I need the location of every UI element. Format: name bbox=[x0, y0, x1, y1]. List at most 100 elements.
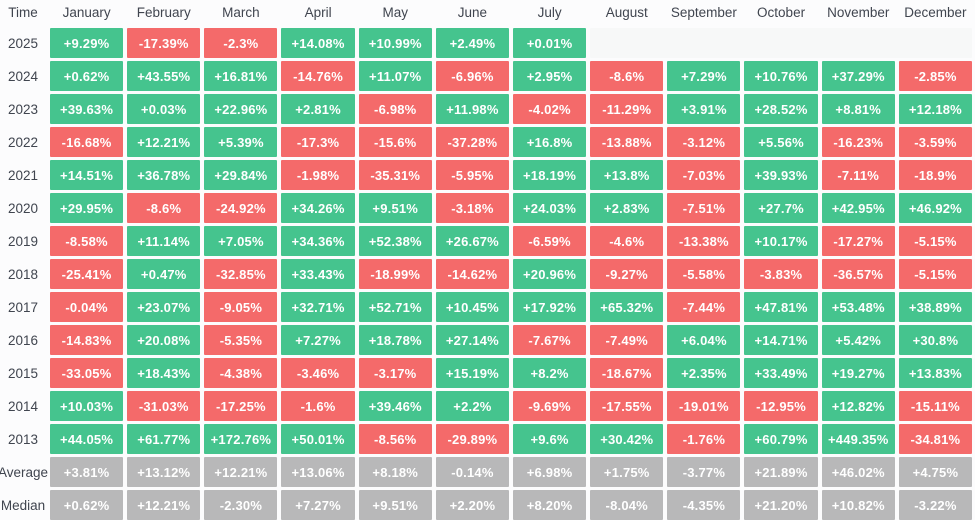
return-cell: +20.96% bbox=[512, 259, 587, 289]
return-cell: +10.45% bbox=[435, 292, 509, 322]
return-cell: +5.56% bbox=[744, 127, 818, 157]
return-cell: +60.79% bbox=[744, 424, 818, 454]
return-cell: -8.6% bbox=[590, 61, 664, 91]
return-cell: +28.52% bbox=[744, 94, 818, 124]
return-cell: +52.38% bbox=[358, 226, 432, 256]
return-cell: -7.49% bbox=[590, 325, 664, 355]
return-cell: -8.58% bbox=[50, 226, 124, 256]
row-label-2024: 2024 bbox=[7, 68, 39, 84]
no-data-cell bbox=[590, 28, 972, 58]
row-label-2018: 2018 bbox=[7, 266, 39, 282]
return-cell: -18.67% bbox=[590, 358, 664, 388]
return-cell: +10.17% bbox=[744, 226, 818, 256]
return-cell: -1.98% bbox=[281, 160, 355, 190]
return-cell: -3.83% bbox=[744, 259, 818, 289]
row-label-2021: 2021 bbox=[7, 167, 39, 183]
return-cell: +50.01% bbox=[281, 424, 355, 454]
return-cell: +43.55% bbox=[127, 61, 201, 91]
return-cell: -16.23% bbox=[821, 127, 895, 157]
return-cell: -9.69% bbox=[512, 391, 587, 421]
time-column-header: Time bbox=[8, 5, 38, 20]
return-cell: +30.8% bbox=[898, 325, 972, 355]
column-header-may: May bbox=[382, 5, 408, 20]
return-cell: -17.55% bbox=[590, 391, 664, 421]
return-cell: +18.19% bbox=[512, 160, 587, 190]
return-cell: +26.67% bbox=[435, 226, 509, 256]
return-cell: -3.18% bbox=[435, 193, 509, 223]
return-cell: +38.89% bbox=[898, 292, 972, 322]
column-header-october: October bbox=[757, 5, 806, 20]
return-cell: -17.25% bbox=[204, 391, 278, 421]
return-cell: +14.51% bbox=[50, 160, 124, 190]
return-cell: +18.78% bbox=[358, 325, 432, 355]
return-cell: +0.62% bbox=[50, 61, 124, 91]
return-cell: +23.07% bbox=[127, 292, 201, 322]
return-cell: -18.9% bbox=[898, 160, 972, 190]
return-cell: -37.28% bbox=[435, 127, 509, 157]
return-cell: +2.83% bbox=[590, 193, 664, 223]
return-cell: +16.8% bbox=[512, 127, 587, 157]
return-cell: +2.81% bbox=[281, 94, 355, 124]
return-cell: +32.71% bbox=[281, 292, 355, 322]
return-cell: -1.76% bbox=[667, 424, 741, 454]
return-cell: +44.05% bbox=[50, 424, 124, 454]
return-cell: -5.95% bbox=[435, 160, 509, 190]
return-cell: +7.27% bbox=[281, 325, 355, 355]
return-cell: +29.84% bbox=[204, 160, 278, 190]
return-cell: +0.47% bbox=[127, 259, 201, 289]
return-cell: -2.85% bbox=[898, 61, 972, 91]
return-cell: -19.01% bbox=[667, 391, 741, 421]
return-cell: +7.05% bbox=[204, 226, 278, 256]
return-cell: +9.29% bbox=[50, 28, 124, 58]
return-cell: +9.6% bbox=[512, 424, 587, 454]
row-label-2025: 2025 bbox=[7, 35, 39, 51]
row-label-2020: 2020 bbox=[7, 200, 39, 216]
return-cell: +0.01% bbox=[512, 28, 587, 58]
return-cell: +34.36% bbox=[281, 226, 355, 256]
return-cell: +37.29% bbox=[821, 61, 895, 91]
return-cell: -5.15% bbox=[898, 226, 972, 256]
return-cell: +4.75% bbox=[898, 457, 972, 487]
return-cell: +0.62% bbox=[50, 490, 124, 520]
return-cell: +3.91% bbox=[667, 94, 741, 124]
column-header-november: November bbox=[827, 5, 890, 20]
return-cell: -31.03% bbox=[127, 391, 201, 421]
return-cell: +8.2% bbox=[512, 358, 587, 388]
return-cell: -4.38% bbox=[204, 358, 278, 388]
column-header-july: July bbox=[537, 5, 562, 20]
return-cell: +20.08% bbox=[127, 325, 201, 355]
return-cell: -3.59% bbox=[898, 127, 972, 157]
return-cell: -2.3% bbox=[204, 28, 278, 58]
return-cell: -4.35% bbox=[667, 490, 741, 520]
return-cell: +13.8% bbox=[590, 160, 664, 190]
return-cell: +2.20% bbox=[435, 490, 509, 520]
return-cell: +13.83% bbox=[898, 358, 972, 388]
return-cell: +2.35% bbox=[667, 358, 741, 388]
return-cell: +5.39% bbox=[204, 127, 278, 157]
return-cell: +29.95% bbox=[50, 193, 124, 223]
column-header-september: September bbox=[670, 5, 737, 20]
return-cell: +8.81% bbox=[821, 94, 895, 124]
return-cell: -12.95% bbox=[744, 391, 818, 421]
return-cell: -6.98% bbox=[358, 94, 432, 124]
return-cell: +17.92% bbox=[512, 292, 587, 322]
return-cell: -25.41% bbox=[50, 259, 124, 289]
return-cell: +21.89% bbox=[744, 457, 818, 487]
return-cell: -3.12% bbox=[667, 127, 741, 157]
return-cell: -1.6% bbox=[281, 391, 355, 421]
return-cell: +172.76% bbox=[204, 424, 278, 454]
return-cell: -8.6% bbox=[127, 193, 201, 223]
return-cell: +15.19% bbox=[435, 358, 509, 388]
return-cell: +34.26% bbox=[281, 193, 355, 223]
return-cell: +42.95% bbox=[821, 193, 895, 223]
return-cell: +14.08% bbox=[281, 28, 355, 58]
return-cell: -17.3% bbox=[281, 127, 355, 157]
return-cell: +52.71% bbox=[358, 292, 432, 322]
return-cell: -11.29% bbox=[590, 94, 664, 124]
return-cell: +10.82% bbox=[821, 490, 895, 520]
return-cell: -36.57% bbox=[821, 259, 895, 289]
return-cell: +11.98% bbox=[435, 94, 509, 124]
return-cell: +13.06% bbox=[281, 457, 355, 487]
return-cell: +8.20% bbox=[512, 490, 587, 520]
